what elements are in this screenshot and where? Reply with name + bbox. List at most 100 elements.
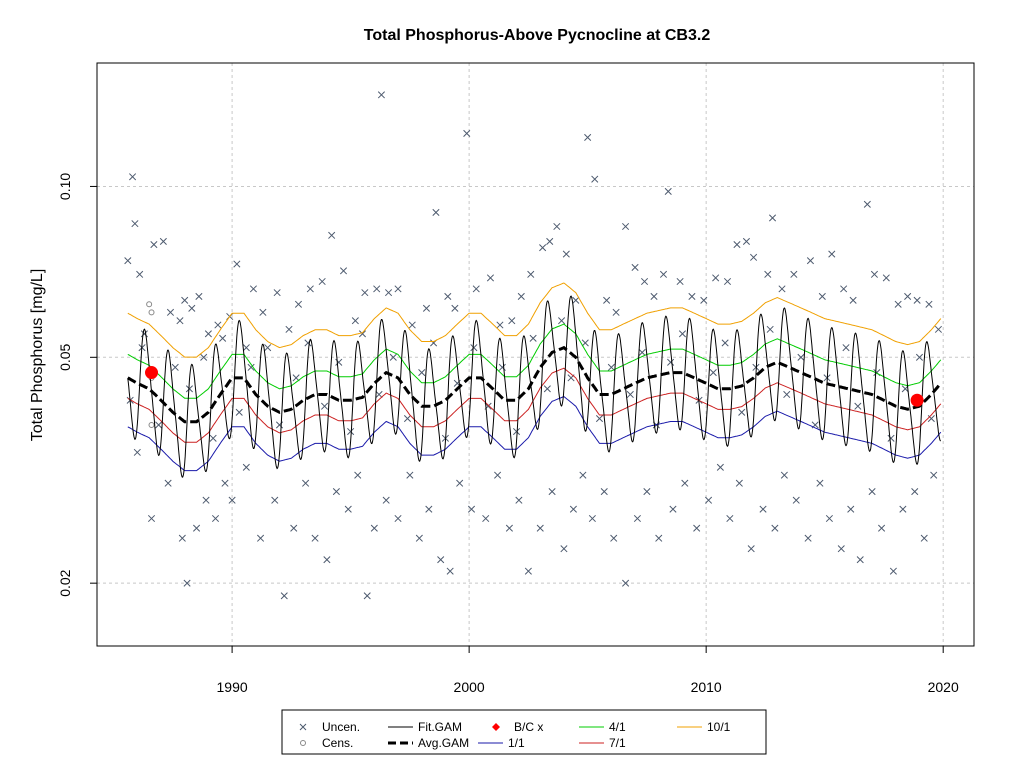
uncensored-point xyxy=(640,277,649,286)
uncensored-point xyxy=(693,524,701,532)
uncensored-point xyxy=(264,344,272,352)
uncensored-point xyxy=(311,534,319,542)
uncensored-point xyxy=(631,263,639,271)
uncensored-point xyxy=(681,479,689,487)
uncensored-point xyxy=(655,534,663,542)
uncensored-point xyxy=(899,505,907,513)
uncensored-point xyxy=(494,471,502,479)
uncensored-point xyxy=(659,270,668,278)
uncensored-point xyxy=(306,285,314,293)
uncensored-point xyxy=(529,334,537,342)
uncensored-point xyxy=(669,505,677,513)
uncensored-point xyxy=(133,448,141,456)
axis-ticks: 1990 2000 2010 2020 0.02 0.05 0.10 xyxy=(57,173,959,695)
uncensored-point xyxy=(889,567,897,575)
censored-point xyxy=(148,421,155,428)
uncensored-point xyxy=(854,402,862,410)
uncensored-point xyxy=(778,285,786,293)
uncensored-point xyxy=(382,496,390,504)
legend-label-uncen: Uncen. xyxy=(322,720,360,734)
uncensored-point xyxy=(463,129,471,137)
uncensored-point xyxy=(242,344,250,352)
avg-gam-line xyxy=(127,345,942,424)
uncensored-point xyxy=(456,479,464,487)
uncensored-point xyxy=(204,330,212,338)
uncensored-point xyxy=(150,240,158,249)
uncensored-point xyxy=(233,260,241,268)
bc-point xyxy=(910,393,924,407)
uncensored-point xyxy=(140,330,148,338)
uncensored-point xyxy=(470,344,478,352)
uncensored-point xyxy=(273,289,281,297)
uncensored-point xyxy=(451,304,459,312)
quantile-curve-q7 xyxy=(127,367,942,443)
uncensored-point xyxy=(733,240,741,249)
plot-frame xyxy=(96,62,975,647)
uncensored-point xyxy=(622,579,630,587)
uncensored-point xyxy=(622,222,630,231)
uncensored-point xyxy=(171,363,179,371)
uncensored-point xyxy=(200,353,208,361)
quantile-curve-q1 xyxy=(127,396,942,472)
uncensored-point xyxy=(539,244,547,252)
uncensored-point xyxy=(863,200,871,208)
uncensored-point xyxy=(704,496,713,504)
plot-area xyxy=(124,91,942,600)
uncensored-point xyxy=(726,514,734,523)
grid-lines xyxy=(97,63,974,646)
legend-label-q10: 10/1 xyxy=(707,720,731,734)
uncensored-point xyxy=(235,408,243,416)
uncensored-point xyxy=(185,385,193,393)
legend-symbol-bc xyxy=(492,723,500,731)
uncensored-point xyxy=(290,524,298,532)
uncensored-point xyxy=(377,91,385,99)
uncensored-point xyxy=(723,277,732,286)
uncensored-point xyxy=(221,479,229,487)
uncensored-point xyxy=(930,471,938,479)
uncensored-point xyxy=(302,479,310,487)
uncensored-point xyxy=(588,514,596,523)
uncensored-point xyxy=(181,296,189,304)
uncensored-point xyxy=(882,274,890,282)
uncensored-point xyxy=(259,308,267,316)
uncensored-point xyxy=(816,479,824,487)
uncensored-point xyxy=(759,505,767,513)
uncensored-point xyxy=(849,296,857,304)
legend-box xyxy=(281,709,767,755)
x-tick-label: 1990 xyxy=(217,679,248,695)
uncensored-point xyxy=(783,390,791,399)
censored-point xyxy=(148,309,155,316)
chart-title: Total Phosphorus-Above Pycnocline at CB3… xyxy=(364,27,711,44)
uncensored-point xyxy=(643,488,651,496)
uncensored-point xyxy=(738,408,746,416)
uncensored-point xyxy=(505,524,513,532)
uncensored-point xyxy=(517,292,525,301)
uncensored-point xyxy=(361,289,369,297)
uncensored-point xyxy=(320,402,329,410)
legend-label-cens: Cens. xyxy=(322,736,353,750)
uncensored-point xyxy=(579,471,587,479)
uncensored-point xyxy=(183,579,191,587)
uncensored-point xyxy=(612,308,620,316)
uncensored-point xyxy=(164,479,172,487)
uncensored-point xyxy=(603,296,611,304)
uncensored-point xyxy=(847,505,855,513)
x-tick-label: 2010 xyxy=(691,679,722,695)
uncensored-point xyxy=(418,369,426,377)
uncensored-point xyxy=(408,321,416,329)
uncensored-point xyxy=(915,353,924,361)
uncensored-point xyxy=(887,434,895,442)
y-axis-label: Total Phosphorus [mg/L] xyxy=(29,269,46,442)
uncensored-point xyxy=(667,358,675,366)
uncensored-point xyxy=(712,274,720,282)
uncensored-point xyxy=(650,292,658,301)
uncensored-point xyxy=(176,317,184,325)
legend: Uncen. Cens. Fit.GAM Avg.GAM B/C x 1/1 4/1 7/1 1… xyxy=(281,709,767,755)
uncensored-point xyxy=(825,514,833,523)
uncensored-point xyxy=(294,300,303,308)
uncensored-point xyxy=(828,250,836,258)
uncensored-point xyxy=(375,390,383,399)
quantile-curve-q10 xyxy=(127,282,942,358)
uncensored-point xyxy=(546,237,554,245)
legend-label-q1: 1/1 xyxy=(508,736,525,750)
